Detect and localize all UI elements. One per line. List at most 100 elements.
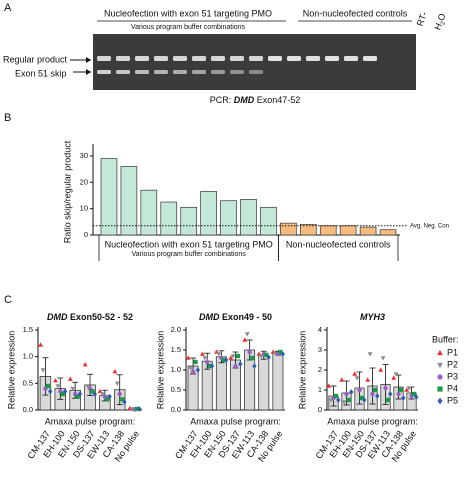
band-label: Regular product	[3, 54, 68, 64]
bar	[120, 166, 138, 236]
point	[344, 391, 349, 397]
y-tick-label: 4	[318, 325, 322, 334]
bar	[240, 199, 257, 236]
point	[40, 368, 46, 373]
point	[233, 363, 238, 369]
legend-marker	[437, 386, 443, 392]
lane-label: H2O	[433, 12, 449, 32]
legend-marker	[437, 397, 443, 405]
point	[207, 363, 212, 369]
point	[221, 357, 226, 363]
bar	[272, 352, 284, 411]
point	[190, 369, 196, 375]
y-tick-label: 1.5	[171, 345, 181, 354]
point	[228, 355, 234, 360]
point	[55, 384, 61, 389]
point	[193, 359, 198, 365]
point	[370, 391, 375, 397]
gel-band	[116, 56, 130, 61]
arrow-head	[86, 57, 91, 63]
legend-marker	[437, 374, 443, 380]
bar	[359, 226, 377, 236]
point	[238, 361, 243, 367]
point	[263, 352, 269, 357]
y-tick-label: 0.5	[23, 378, 33, 387]
point	[326, 383, 332, 388]
point	[352, 371, 358, 376]
point	[92, 391, 97, 397]
gel-band	[135, 56, 149, 61]
point	[117, 391, 122, 397]
y-tick-label: 0.0	[171, 405, 181, 414]
point	[75, 394, 80, 399]
bar	[280, 222, 297, 236]
panel-label: A	[4, 2, 12, 14]
y-axis-label: Relative expression	[297, 331, 307, 410]
point	[339, 377, 345, 382]
point	[372, 387, 378, 393]
y-tick-label: 30	[80, 151, 88, 160]
point	[367, 352, 373, 357]
point	[362, 397, 367, 403]
point	[230, 354, 236, 359]
y-tick-label: 3	[318, 345, 322, 354]
x-axis-label: Amaxa pulse program:	[327, 416, 418, 426]
point	[391, 375, 397, 380]
legend-label: P3	[447, 371, 458, 381]
group-label: Non-nucleofected controls	[286, 239, 391, 249]
y-tick-label: 20	[80, 177, 88, 186]
gel-band	[230, 56, 244, 61]
bar	[180, 206, 198, 236]
gel-band	[192, 70, 206, 74]
group-sublabel: Various program buffer combinations	[132, 251, 247, 258]
point	[278, 349, 283, 355]
gel-band	[154, 56, 168, 61]
title-text: Exon49 - 50	[222, 312, 272, 322]
gel	[93, 34, 416, 90]
bar	[160, 201, 178, 236]
y-tick-label: 2	[318, 365, 322, 374]
gel-lanes	[97, 56, 377, 74]
title-text: Exon50-52 - 52	[70, 312, 133, 322]
point	[378, 367, 384, 372]
point	[48, 388, 53, 395]
bar	[299, 224, 317, 236]
bar	[379, 229, 397, 236]
bar	[339, 225, 357, 236]
point	[380, 356, 386, 361]
point	[105, 397, 110, 402]
band-label: Exon 51 skip	[15, 68, 67, 78]
point	[82, 362, 88, 367]
chart-title: MYH3	[360, 312, 385, 322]
point	[38, 342, 44, 347]
y-axis-label: Relative expression	[6, 331, 16, 410]
point	[393, 372, 399, 377]
point	[266, 354, 271, 361]
gel-band	[173, 70, 187, 74]
point	[244, 332, 250, 337]
y-tick-label: 0.0	[23, 405, 33, 414]
x-axis-label: Amaxa pulse program:	[45, 416, 136, 426]
point	[62, 388, 68, 395]
point	[100, 392, 105, 397]
y-tick-label: 0	[84, 230, 88, 239]
legend-label: P5	[447, 395, 458, 405]
gel-band	[363, 56, 377, 61]
gel-band	[306, 56, 320, 61]
gel-header: Nucleofection with exon 51 targeting PMO	[104, 8, 272, 18]
point	[242, 337, 248, 342]
y-tick-label: 1.0	[23, 352, 33, 361]
gel-band	[249, 70, 263, 74]
title-italic: MYH3	[360, 312, 385, 322]
point	[97, 388, 103, 394]
point	[396, 391, 401, 397]
legend-marker	[437, 362, 443, 369]
gel-band	[154, 70, 168, 74]
legend-label: P1	[447, 347, 458, 357]
point	[336, 397, 341, 403]
point	[216, 352, 222, 357]
point	[411, 391, 417, 397]
point	[375, 393, 380, 399]
point	[357, 387, 362, 393]
y-tick-label: 0.5	[171, 385, 181, 394]
